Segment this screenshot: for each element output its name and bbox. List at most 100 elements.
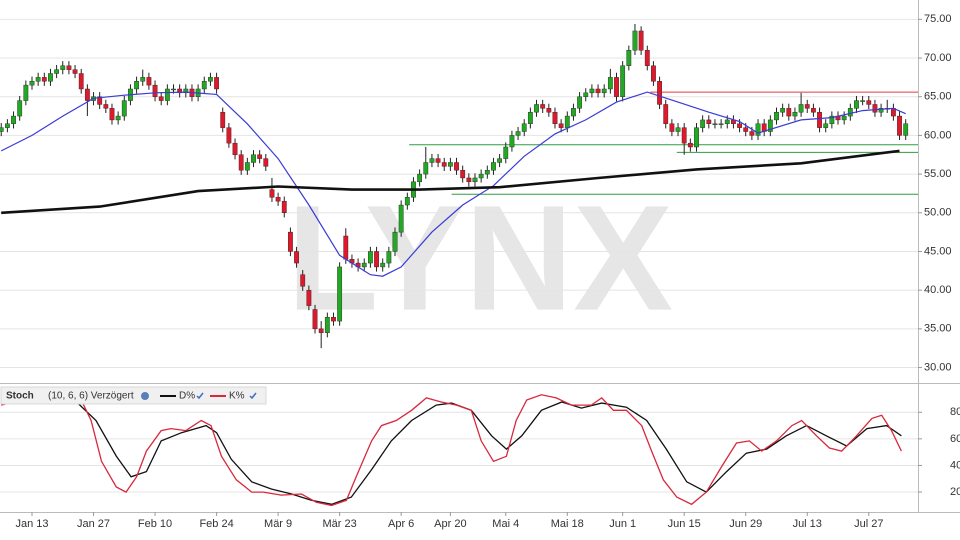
candle-body xyxy=(380,262,386,268)
candle-body xyxy=(324,317,330,333)
candle-body xyxy=(441,162,447,167)
candle-body xyxy=(244,162,250,171)
candle-body xyxy=(164,88,170,101)
candle-body xyxy=(515,131,521,136)
candle-body xyxy=(41,77,47,82)
candle-body xyxy=(644,50,650,66)
candle-body xyxy=(35,77,41,82)
candle-body xyxy=(23,84,29,101)
candle-body xyxy=(798,104,804,113)
candle-body xyxy=(552,111,558,124)
y-tick-label: 60 xyxy=(950,433,960,445)
candle-body xyxy=(755,123,761,136)
candle-body xyxy=(232,142,238,155)
candle-body xyxy=(306,289,312,306)
candle-body xyxy=(84,88,90,101)
x-tick-label: Mai 18 xyxy=(551,518,584,530)
candle-body xyxy=(829,115,835,124)
candle-body xyxy=(220,111,226,128)
candle-body xyxy=(269,189,275,198)
x-tick-label: Feb 10 xyxy=(138,518,172,530)
candle-body xyxy=(11,115,16,124)
candle-body xyxy=(558,123,564,128)
candle-body xyxy=(491,162,496,171)
legend-check[interactable] xyxy=(196,392,204,400)
candle-body xyxy=(17,100,23,117)
candle-body xyxy=(484,170,490,175)
x-tick-label: Jan 27 xyxy=(77,518,110,530)
candle-body xyxy=(614,77,619,97)
candle-body xyxy=(854,100,859,109)
candle-body xyxy=(669,123,675,132)
candle-body xyxy=(66,65,72,70)
candle-body xyxy=(121,100,127,117)
candle-body xyxy=(601,88,607,94)
candle-body xyxy=(60,65,66,70)
y-tick-label: 80 xyxy=(950,406,960,418)
candle-body xyxy=(54,69,60,74)
x-tick-label: Jun 29 xyxy=(729,518,762,530)
y-tick-label: 40.00 xyxy=(924,284,952,296)
candle-body xyxy=(361,262,367,268)
candle-body xyxy=(521,123,527,132)
x-tick-label: Apr 6 xyxy=(388,518,414,530)
candle-body xyxy=(294,251,299,264)
settings-icon[interactable] xyxy=(141,392,149,400)
candle-body xyxy=(29,81,35,86)
candle-body xyxy=(374,251,379,268)
candle-body xyxy=(312,309,318,330)
candle-body xyxy=(288,231,293,252)
candle-body xyxy=(878,108,884,113)
candle-body xyxy=(638,30,644,51)
candle-body xyxy=(780,108,786,113)
legend-check[interactable] xyxy=(249,392,257,400)
candle-body xyxy=(743,127,749,132)
candle-body xyxy=(478,173,484,179)
candle-body xyxy=(817,111,822,128)
legend-box xyxy=(0,386,267,405)
x-tick-label: Mai 4 xyxy=(492,518,519,530)
candle-body xyxy=(595,88,601,94)
candle-body xyxy=(847,108,853,117)
candle-body xyxy=(724,119,730,124)
candle-body xyxy=(367,251,373,264)
candle-body xyxy=(398,204,404,233)
candle-body xyxy=(214,77,219,90)
x-tick-label: Jun 15 xyxy=(668,518,701,530)
y-tick-label: 70.00 xyxy=(924,52,952,64)
candle-body xyxy=(140,77,146,82)
candle-body xyxy=(804,104,810,109)
candle-body xyxy=(404,197,410,206)
candle-body xyxy=(466,177,472,183)
candle-body xyxy=(509,135,515,148)
candle-body xyxy=(134,81,139,90)
candle-body xyxy=(423,162,429,175)
candle-body xyxy=(823,123,829,128)
candle-body xyxy=(281,200,287,213)
candle-body xyxy=(540,104,546,109)
candle-body xyxy=(343,235,349,260)
candle-body xyxy=(712,123,718,125)
candle-body xyxy=(687,142,693,148)
candle-body xyxy=(300,274,306,287)
candle-body xyxy=(115,115,121,121)
y-tick-label: 20 xyxy=(950,486,960,498)
candle-body xyxy=(183,88,189,94)
candle-body xyxy=(767,119,773,132)
candle-body xyxy=(589,88,595,94)
candle-body xyxy=(792,111,798,117)
candle-body xyxy=(872,104,878,113)
candle-body xyxy=(263,158,269,167)
candle-body xyxy=(497,158,503,163)
y-tick-label: 45.00 xyxy=(924,245,952,257)
y-tick-label: 40 xyxy=(950,459,960,471)
candle-body xyxy=(0,127,4,132)
candle-body xyxy=(897,115,902,136)
indicator-name: Stoch xyxy=(6,391,34,402)
candle-body xyxy=(577,96,582,109)
x-tick-label: Apr 20 xyxy=(434,518,466,530)
candle-body xyxy=(774,111,779,121)
candle-body xyxy=(564,115,570,128)
